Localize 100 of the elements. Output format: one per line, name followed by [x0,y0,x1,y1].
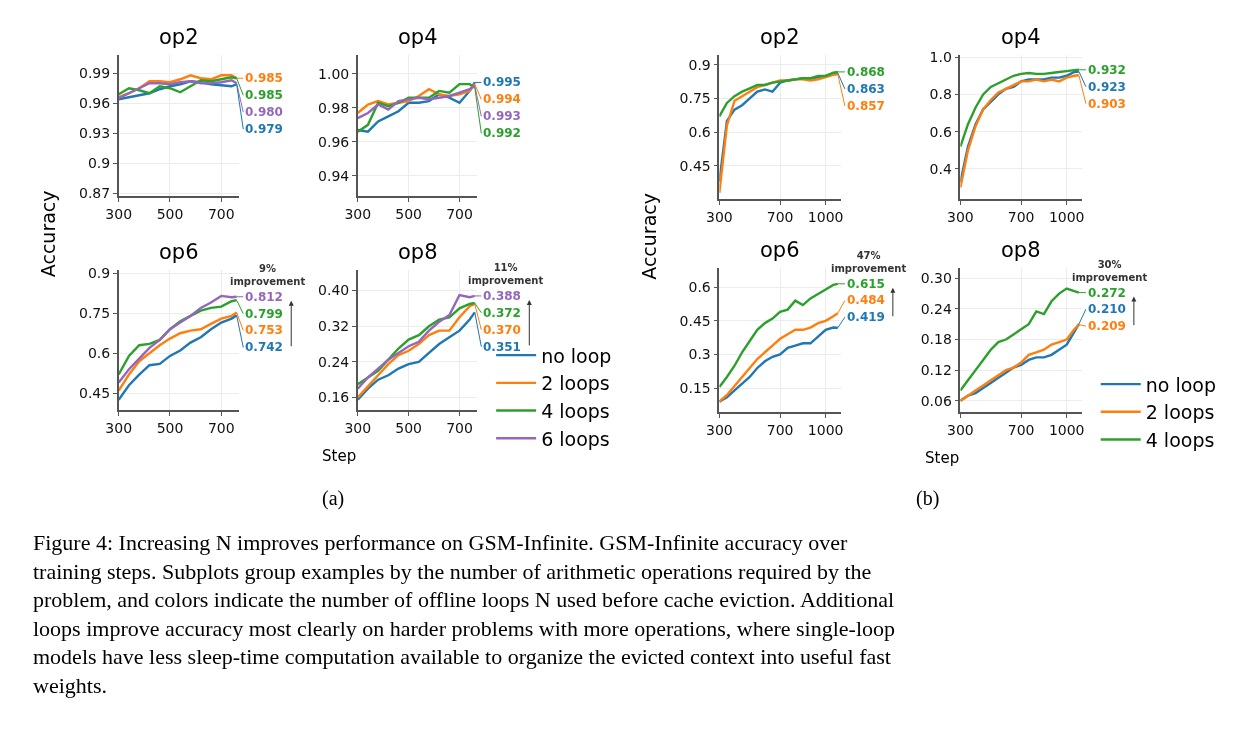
data-label: 0.857 [847,99,885,113]
y-tick-label: 0.96 [78,95,111,112]
data-label: 0.994 [483,92,521,106]
legend-label: no loop [1145,373,1217,396]
data-label: 0.985 [245,88,283,102]
x-tick-label: 1000 [807,208,844,225]
data-label: 0.484 [847,293,885,307]
y-axis-title: Accuracy [637,193,660,280]
x-tick-label: 300 [105,419,133,436]
x-tick-label: 1000 [1048,421,1085,438]
y-tick-label: 0.75 [679,90,711,107]
legend-label: 4 loops [1145,428,1215,451]
chart-title: op8 [398,240,438,264]
data-label: 0.812 [245,290,283,304]
y-tick-label: 1.0 [929,49,952,66]
data-label: 0.209 [1088,319,1126,333]
annotation: 11% improvement [468,262,544,286]
data-label: 0.272 [1088,286,1126,300]
annotation: 47% improvement [831,250,907,274]
data-label: 0.903 [1088,97,1126,111]
x-tick-label: 300 [705,421,733,438]
x-tick-label: 700 [1007,421,1035,438]
data-label: 0.868 [847,65,885,79]
y-tick-label: 0.06 [920,392,952,409]
x-tick-label: 700 [207,205,235,222]
y-tick-label: 0.40 [318,282,350,299]
data-label: 0.742 [245,340,283,354]
y-tick-label: 0.15 [679,380,711,397]
y-tick-label: 0.98 [318,99,350,116]
y-tick-label: 0.93 [78,125,111,142]
y-tick-label: 0.6 [929,123,952,140]
data-label: 0.615 [847,277,885,291]
y-tick-label: 0.4 [929,160,952,177]
chart-title: op8 [1001,238,1041,262]
data-label: 0.979 [245,122,283,136]
x-tick-label: 700 [766,421,794,438]
chart-title: op6 [159,240,199,264]
y-tick-label: 0.75 [78,305,111,322]
y-tick-label: 0.12 [920,362,952,379]
data-label: 0.210 [1088,302,1126,316]
chart-title: op4 [1001,25,1041,49]
y-tick-label: 0.6 [688,279,711,296]
legend-label: 4 loops [541,399,610,422]
y-tick-label: 0.6 [688,124,711,141]
y-tick-label: 0.9 [87,265,111,282]
data-label: 0.372 [483,306,521,320]
y-tick-label: 0.99 [78,65,111,82]
data-label: 0.370 [483,323,521,337]
data-label: 0.863 [847,82,885,96]
y-tick-label: 0.96 [318,133,350,150]
x-tick-label: 300 [947,421,974,438]
y-tick-label: 0.45 [78,385,111,402]
data-label: 0.923 [1088,80,1126,94]
data-label: 0.995 [483,75,521,89]
x-tick-label: 700 [1007,208,1035,225]
y-tick-label: 0.24 [920,300,952,317]
x-tick-label: 500 [156,419,184,436]
x-axis-title: Step [925,449,960,467]
legend-label: 6 loops [541,427,610,450]
x-tick-label: 1000 [807,421,844,438]
text: (a) [322,487,345,510]
y-tick-label: 0.9 [688,56,711,73]
data-label: 0.993 [483,109,521,123]
x-tick-label: 300 [344,419,372,436]
y-tick-label: 0.87 [78,185,111,202]
data-label: 0.419 [847,310,885,324]
y-tick-label: 0.6 [87,345,111,362]
y-tick-label: 0.45 [679,312,711,329]
chart-title: op2 [159,25,199,49]
y-tick-label: 0.18 [920,331,952,348]
x-tick-label: 300 [947,208,974,225]
y-tick-label: 0.9 [87,155,111,172]
y-tick-label: 0.30 [920,270,952,287]
chart-title: op4 [398,25,438,49]
legend-label: no loop [541,344,612,367]
caption: Figure 4: Increasing N improves performance on GSM-Infinite. GSM-Infinite accuracy over training steps. Subplots group examples by the number of arithmetic operations required by the problem, and colors indicate the number of offline loops N used before cache eviction. Additional loops improve accuracy most clearly on harder problems with more operations, where single-loop models have less sleep-time computation available to organize the evicted context into useful fast weights. [33,530,896,698]
x-tick-label: 500 [395,205,423,222]
data-label: 0.980 [245,105,283,119]
x-tick-label: 700 [446,205,473,222]
legend-label: 2 loops [541,372,610,395]
data-label: 0.985 [245,71,283,85]
y-tick-label: 0.24 [318,353,350,370]
data-label: 0.932 [1088,63,1126,77]
y-tick-label: 0.45 [679,157,711,174]
x-tick-label: 300 [105,205,133,222]
y-tick-label: 0.94 [318,167,350,184]
x-tick-label: 700 [446,419,473,436]
x-tick-label: 300 [705,208,733,225]
legend-label: 2 loops [1145,401,1215,424]
annotation: 30% improvement [1072,259,1148,283]
x-tick-label: 700 [207,419,235,436]
chart-title: op2 [760,25,800,49]
y-tick-label: 0.3 [688,346,711,363]
x-tick-label: 500 [395,419,423,436]
data-label: 0.351 [483,340,521,354]
x-tick-label: 1000 [1048,208,1085,225]
x-tick-label: 300 [344,205,372,222]
data-label: 0.753 [245,323,283,337]
x-tick-label: 500 [156,205,184,222]
data-label: 0.799 [245,307,283,321]
